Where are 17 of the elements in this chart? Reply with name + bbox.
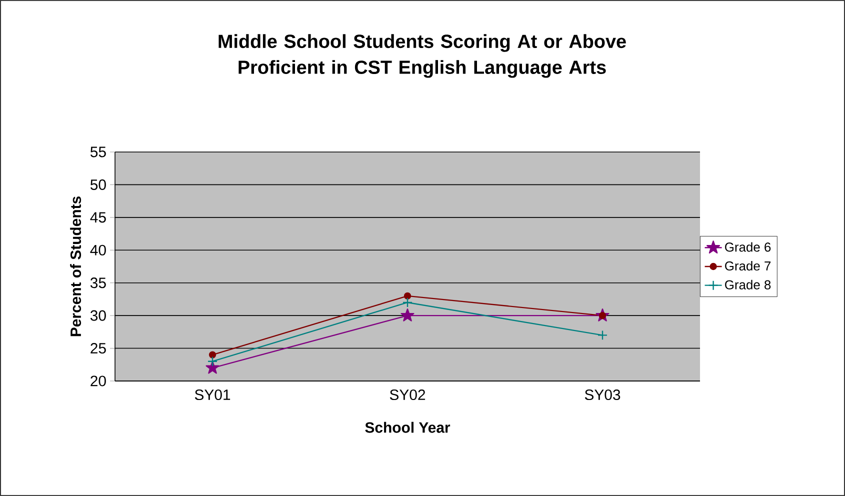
- x-tick-label: SY02: [390, 389, 426, 400]
- chart-title: Middle School Students Scoring At or Above Proficient in CST English Language Arts: [218, 34, 626, 78]
- y-tick-label: 35: [90, 278, 106, 288]
- legend-label: Grade 6: [725, 242, 771, 252]
- y-tick-label: 50: [90, 179, 106, 190]
- y-tick-label: 45: [90, 212, 106, 223]
- y-tick-label: 30: [90, 310, 106, 321]
- x-tick-label: SY01: [194, 389, 230, 400]
- y-tick-label: 20: [90, 376, 106, 386]
- legend-label: Grade 7: [725, 261, 771, 271]
- y-tick-label: 55: [90, 146, 106, 158]
- y-tick-label: 40: [90, 244, 106, 256]
- x-tick-label: SY03: [584, 389, 620, 400]
- legend-label: Grade 8: [725, 280, 771, 290]
- y-tick-label: 25: [90, 342, 106, 354]
- x-axis-title: School Year: [365, 422, 450, 433]
- y-axis-title: Percent of Students: [70, 196, 82, 336]
